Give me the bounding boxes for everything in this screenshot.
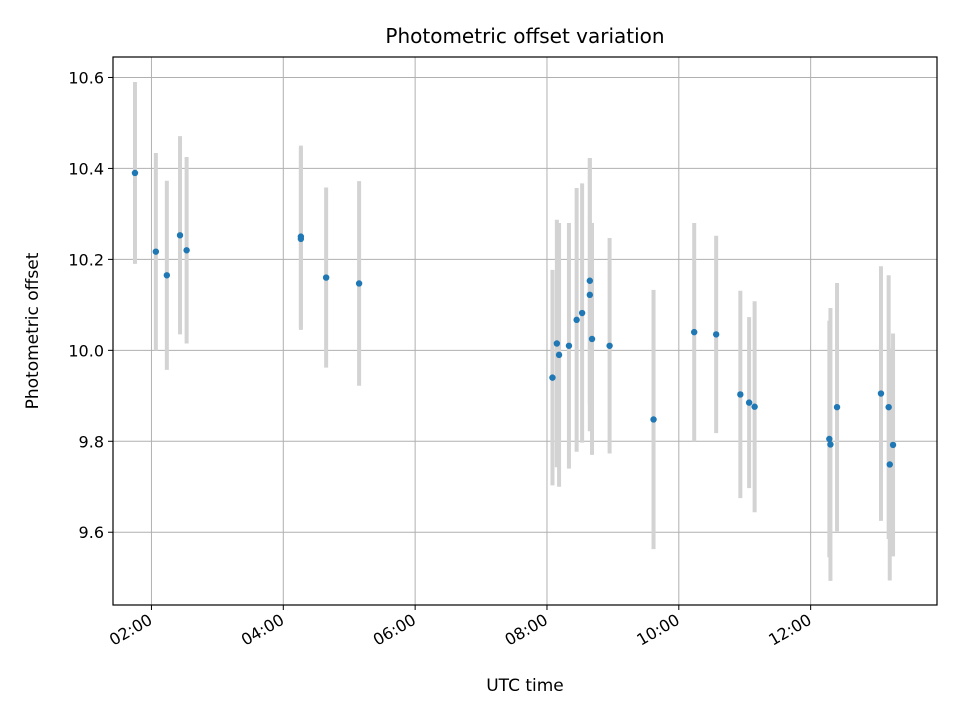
y-tick-label: 9.8 bbox=[79, 432, 104, 451]
x-tick-label: 08:00 bbox=[502, 610, 551, 650]
data-point bbox=[586, 277, 594, 284]
chart-title: Photometric offset variation bbox=[385, 24, 664, 48]
data-point bbox=[827, 441, 834, 448]
plot-frame bbox=[112, 56, 938, 606]
data-point bbox=[355, 280, 363, 287]
data-point bbox=[886, 461, 893, 468]
y-axis-label: Photometric offset bbox=[23, 252, 43, 409]
x-tick-label: 06:00 bbox=[370, 610, 419, 650]
data-point bbox=[586, 291, 594, 299]
x-tick-label: 12:00 bbox=[765, 610, 814, 650]
data-point bbox=[889, 441, 897, 449]
data-point bbox=[606, 342, 613, 349]
data-point bbox=[588, 335, 596, 343]
data-point bbox=[553, 340, 561, 347]
data-point bbox=[877, 390, 885, 397]
data-point bbox=[885, 403, 892, 411]
y-tick-label: 10.4 bbox=[68, 159, 104, 178]
data-point bbox=[751, 403, 758, 410]
data-point bbox=[833, 403, 841, 411]
y-axis: 9.6 9.8 10.0 10.2 10.4 10.6 bbox=[68, 68, 113, 542]
data-point bbox=[712, 331, 720, 338]
data-point bbox=[131, 169, 139, 177]
x-tick-label: 04:00 bbox=[238, 610, 287, 650]
data-point bbox=[565, 342, 573, 349]
data-point bbox=[650, 416, 657, 423]
data-point bbox=[690, 328, 698, 336]
data-point bbox=[737, 391, 744, 398]
data-point bbox=[183, 247, 190, 254]
x-tick-label: 02:00 bbox=[106, 610, 155, 650]
data-point bbox=[152, 248, 160, 255]
data-point bbox=[176, 232, 184, 239]
y-tick-label: 10.6 bbox=[68, 68, 104, 87]
error-bars bbox=[132, 82, 896, 581]
y-tick-label: 9.6 bbox=[79, 523, 104, 542]
data-point bbox=[578, 309, 586, 317]
data-point bbox=[322, 274, 330, 281]
data-point bbox=[555, 351, 563, 359]
data-point bbox=[573, 316, 580, 324]
grid bbox=[113, 57, 937, 605]
data-point bbox=[163, 272, 171, 279]
x-axis-label: UTC time bbox=[486, 676, 564, 696]
data-points bbox=[131, 169, 897, 468]
data-point bbox=[826, 435, 833, 443]
x-axis: 02:00 04:00 06:00 08:00 10:00 12:00 bbox=[106, 605, 815, 650]
y-tick-label: 10.0 bbox=[68, 341, 104, 360]
data-point bbox=[549, 374, 556, 381]
data-point bbox=[297, 235, 305, 243]
y-tick-label: 10.2 bbox=[68, 250, 104, 269]
x-tick-label: 10:00 bbox=[633, 610, 682, 650]
data-point bbox=[745, 399, 753, 406]
